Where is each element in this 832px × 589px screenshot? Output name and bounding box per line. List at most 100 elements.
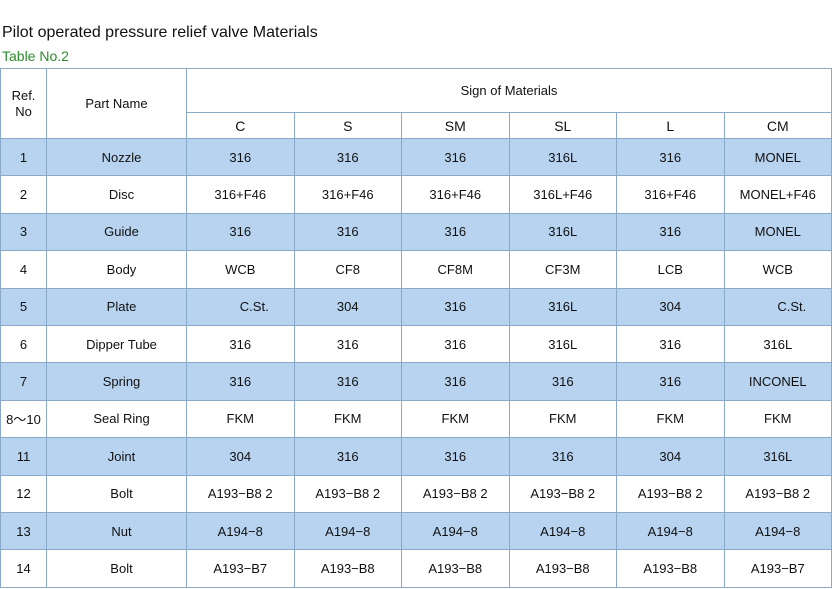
sign-of-materials-header: Sign of Materials [185,68,832,113]
material-cell: 316+F46 [401,175,510,214]
material-cell: 316+F46 [186,175,295,214]
material-cell: 316 [293,324,402,364]
table-row: 2 Disc 316+F46 316+F46 316+F46 316L+F46 316+F4… [0,175,832,214]
ref-no-cell: 4 [0,250,47,289]
material-code-header: SM [401,112,510,139]
material-cell: 316L+F46 [508,175,617,214]
ref-no-cell: 13 [0,511,47,551]
material-cell: 316 [401,212,510,252]
material-cell: 316 [186,362,295,401]
part-name-cell: Bolt [46,474,187,513]
material-cell: INCONEL [723,362,832,401]
ref-no-cell: 12 [0,474,47,513]
material-cell: A194−8 [293,511,402,551]
part-name-cell: Nozzle [46,137,187,177]
ref-no-cell: 5 [0,287,47,326]
ref-no-cell: 7 [0,362,47,401]
material-cell: 316+F46 [616,175,725,214]
material-cell: A193−B8 [616,549,725,588]
table-number: Table No.2 [2,48,69,64]
part-name-cell: Nut [46,511,187,551]
part-name-cell: Disc [46,175,187,214]
material-cell: 316L [508,137,617,177]
table-row: 6 Dipper Tube 316 316 316 316L 316 316L [0,324,832,364]
material-cell: WCB [723,250,832,289]
table-row: 14 Bolt A193−B7 A193−B8 A193−B8 A193−B8 A193−B… [0,549,832,588]
material-cell: 316 [508,362,617,401]
ref-no-cell: 6 [0,324,47,364]
material-cell: A194−8 [508,511,617,551]
table-row: 5 Plate C.St. 304 316 316L 304 C.St. [0,287,832,326]
part-name-cell: Bolt [46,549,187,588]
material-cell: 316 [293,437,402,476]
ref-no-cell: 3 [0,212,47,252]
material-code-header: C [186,112,295,139]
part-name-header: Part Name [46,68,187,139]
material-code-header: CM [723,112,832,139]
material-cell: 316 [401,137,510,177]
page-title: Pilot operated pressure relief valve Mat… [2,24,318,41]
material-cell: MONEL [723,137,832,177]
material-cell: 316 [293,137,402,177]
material-cell: 316 [508,437,617,476]
material-cell: 316 [293,362,402,401]
material-cell: 316L [508,212,617,252]
ref-no-cell: 14 [0,549,47,588]
material-cell: A194−8 [186,511,295,551]
ref-no-cell: 8～10 [0,399,47,439]
part-name-cell: Guide [46,212,187,252]
material-cell: 316L [723,324,832,364]
material-cell: 316 [293,212,402,252]
material-cell: A193−B8 2 [508,474,617,513]
part-name-cell: Seal Ring [46,399,187,439]
material-cell: 316 [616,362,725,401]
material-code-header: S [293,112,402,139]
materials-table: Ref. No Part Name Sign of Materials C S … [0,68,832,588]
material-cell: A193−B7 [186,549,295,588]
material-cell: FKM [723,399,832,439]
material-cell: A194−8 [401,511,510,551]
table-row: 12 Bolt A193−B8 2 A193−B8 2 A193−B8 2 A193−B8… [0,474,832,513]
material-cell: WCB [186,250,295,289]
material-cell: FKM [508,399,617,439]
material-cell: 304 [186,437,295,476]
ref-no-header: Ref. No [0,68,47,139]
material-cell: A193−B8 2 [401,474,510,513]
table-row: 4 Body WCB CF8 CF8M CF3M LCB WCB [0,250,832,289]
material-cell: 316L [508,324,617,364]
material-cell: CF8M [401,250,510,289]
material-cell: 316 [616,324,725,364]
material-cell: 304 [616,287,725,326]
material-cell: CF3M [508,250,617,289]
part-name-cell: Spring [46,362,187,401]
material-cell: A193−B8 2 [186,474,295,513]
ref-no-cell: 2 [0,175,47,214]
material-cell: A193−B8 2 [616,474,725,513]
material-cell: 316L [723,437,832,476]
material-cell: 316 [401,287,510,326]
material-cell: 316 [616,212,725,252]
part-name-cell: Dipper Tube [46,324,187,364]
material-cell: 316 [401,324,510,364]
material-cell: FKM [401,399,510,439]
ref-no-cell: 1 [0,137,47,177]
material-cell: MONEL [723,212,832,252]
materials-table-body: 1 Nozzle 316 316 316 316L 316 MONEL 2 Disc 316+F46… [0,137,832,588]
part-name-cell: Plate [46,287,187,326]
material-cell: C.St. [723,287,832,326]
ref-no-cell: 11 [0,437,47,476]
material-cell: CF8 [293,250,402,289]
material-cell: 316 [616,137,725,177]
material-cell: A193−B8 [508,549,617,588]
material-cell: 316 [186,137,295,177]
table-row: 3 Guide 316 316 316 316L 316 MONEL [0,212,832,252]
material-code-header: SL [508,112,617,139]
material-cell: 316 [401,362,510,401]
material-cell: 316 [401,437,510,476]
material-cell: 316+F46 [293,175,402,214]
material-cell: A193−B8 2 [723,474,832,513]
table-row: 7 Spring 316 316 316 316 316 INCONEL [0,362,832,401]
material-cell: 316L [508,287,617,326]
part-name-cell: Body [46,250,187,289]
material-code-header: L [616,112,725,139]
